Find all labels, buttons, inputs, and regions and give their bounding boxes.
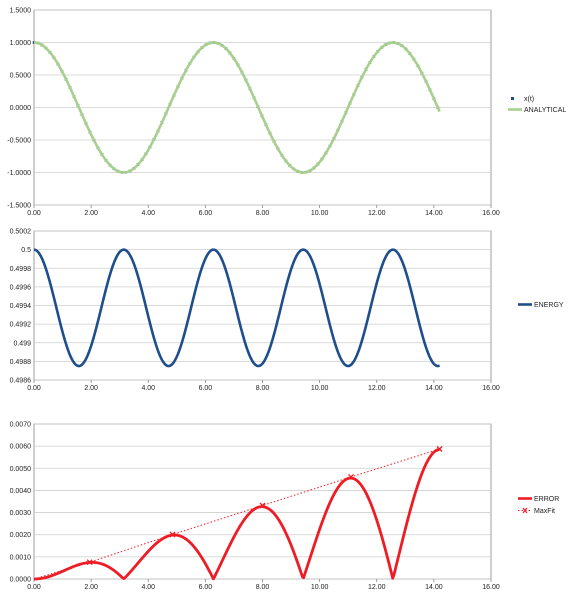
- y-tick-label: 0.4994: [10, 303, 32, 310]
- maxfit-marker: [86, 559, 93, 566]
- series-energy-line: [33, 248, 441, 368]
- y-tick-label: 0.0000: [10, 105, 32, 112]
- x-tick-label: 14.00: [425, 584, 443, 591]
- y-tick-label: 0.4998: [10, 266, 32, 273]
- x-tick-label: 0.00: [27, 210, 41, 217]
- x-tick-label: 16.00: [482, 385, 500, 392]
- series-analytical-line: [33, 41, 441, 174]
- y-tick-label: -0.5000: [7, 138, 31, 145]
- x-tick-label: 14.00: [425, 210, 443, 217]
- y-tick-label: 0.0020: [10, 532, 32, 539]
- legend-marker: [522, 507, 528, 514]
- y-tick-label: 0.0050: [10, 466, 32, 473]
- x-tick-label: 16.00: [482, 584, 500, 591]
- legend-label: MaxFit: [534, 508, 555, 515]
- legend-swatch: [511, 97, 514, 100]
- x-tick-label: 2.00: [84, 210, 98, 217]
- y-tick-label: -1.0000: [7, 170, 31, 177]
- legend-label: x(t): [524, 96, 534, 103]
- x-tick-label: 6.00: [199, 584, 213, 591]
- x-tick-label: 0.00: [27, 584, 41, 591]
- x-tick-label: 10.00: [311, 210, 329, 217]
- y-tick-label: 0.0000: [10, 577, 32, 584]
- y-tick-label: 1.0000: [10, 40, 32, 47]
- maxfit-marker: [348, 473, 355, 480]
- y-tick-label: 0.0060: [10, 444, 32, 451]
- y-tick-label: 0.4992: [10, 322, 32, 329]
- legend-label: ANALYTICAL: [524, 107, 566, 114]
- maxfit-marker: [259, 502, 266, 509]
- y-tick-label: 0.0070: [10, 422, 32, 429]
- y-tick-label: 0.0040: [10, 488, 32, 495]
- y-tick-label: 0.4988: [10, 359, 32, 366]
- y-tick-label: 0.0010: [10, 554, 32, 561]
- x-tick-label: 2.00: [84, 584, 98, 591]
- chart-2: 0.5002 0.5 0.4998 0.4996 0.4994 0.4992 0.499 0.…: [10, 229, 564, 393]
- legend-label: ERROR: [534, 496, 559, 503]
- y-tick-label: 0.5000: [10, 73, 32, 80]
- maxfit-marker: [169, 531, 176, 538]
- x-tick-label: 16.00: [482, 210, 500, 217]
- y-tick-label: 0.5: [21, 247, 31, 254]
- x-tick-label: 4.00: [141, 385, 155, 392]
- x-tick-label: 8.00: [256, 385, 270, 392]
- x-tick-label: 12.00: [368, 385, 386, 392]
- x-tick-label: 6.00: [199, 210, 213, 217]
- x-tick-label: 6.00: [199, 385, 213, 392]
- x-tick-label: 10.00: [311, 584, 329, 591]
- chart-1: 1.5000 1.0000 0.5000 0.0000 -0.5000 -1.0000 -1…: [7, 8, 566, 218]
- plot-area: [33, 423, 492, 580]
- y-tick-label: -1.5000: [7, 203, 31, 210]
- x-tick-label: 10.00: [311, 385, 329, 392]
- x-tick-label: 12.00: [368, 210, 386, 217]
- maxfit-marker: [436, 446, 443, 452]
- y-tick-label: 0.4996: [10, 284, 32, 291]
- series-error-line: [33, 448, 440, 581]
- x-tick-label: 8.00: [256, 210, 270, 217]
- x-tick-label: 8.00: [256, 584, 270, 591]
- y-tick-label: 0.5002: [10, 229, 32, 236]
- legend-label: ENERGY: [534, 302, 564, 309]
- y-tick-label: 0.4986: [10, 378, 32, 385]
- x-tick-label: 2.00: [84, 385, 98, 392]
- x-tick-label: 4.00: [141, 584, 155, 591]
- x-tick-label: 12.00: [368, 584, 386, 591]
- chart-3: 0.0070 0.0060 0.0050 0.0040 0.0030 0.0020 0.00…: [10, 422, 560, 592]
- y-tick-label: 0.0030: [10, 510, 32, 517]
- y-tick-label: 1.5000: [10, 8, 32, 15]
- x-tick-label: 14.00: [425, 385, 443, 392]
- x-tick-label: 4.00: [141, 210, 155, 217]
- x-tick-label: 0.00: [27, 385, 41, 392]
- series-maxfit-line: [33, 448, 440, 580]
- y-tick-label: 0.499: [13, 340, 31, 347]
